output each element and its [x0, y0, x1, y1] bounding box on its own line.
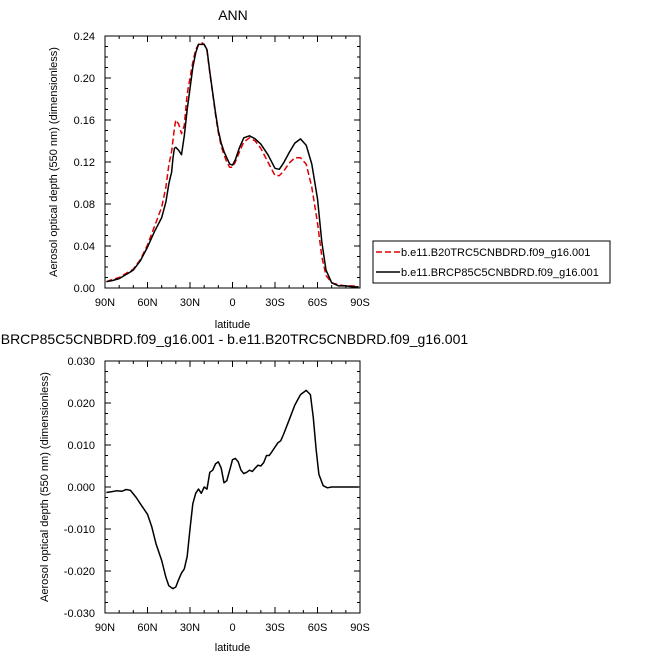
bottom-series-line-1 [106, 389, 359, 590]
bottom-x-tick-label: 90N [95, 622, 115, 634]
top-plot-frame [104, 35, 361, 289]
bottom-plot-frame [104, 360, 361, 614]
top-y-tick-label: 0.24 [74, 31, 95, 43]
bottom-y-tick-label: 0.020 [67, 398, 95, 410]
bottom-x-tick-label: 60S [308, 622, 328, 634]
top-y-tick-label: 0.08 [74, 199, 95, 211]
bottom-y-tick-label: -0.030 [64, 608, 95, 620]
top-y-tick-label: 0.04 [74, 241, 95, 253]
bottom-x-tick-label: 90S [350, 622, 370, 634]
top-series-line-2 [106, 43, 359, 288]
top-x-tick-label: 60S [308, 297, 328, 309]
top-x-tick-label: 90S [350, 297, 370, 309]
bottom-chart-title: .BRCP85C5CNBDRD.f09_g16.001 - b.e11.B20T… [0, 331, 468, 347]
top-y-tick-label: 0.00 [74, 283, 95, 295]
bottom-y-tick-label: -0.020 [64, 566, 95, 578]
bottom-x-tick-label: 0 [229, 622, 235, 634]
bottom-y-axis-label: Aerosol optical depth (550 nm) (dimensio… [39, 372, 51, 602]
top-y-tick-label: 0.20 [74, 73, 95, 85]
legend-label-series-1: b.e11.B20TRC5CNBDRD.f09_g16.001 [401, 247, 590, 259]
top-x-tick-label: 30S [265, 297, 285, 309]
top-x-tick-label: 30N [180, 297, 200, 309]
top-x-axis-label: latitude [215, 319, 250, 331]
top-x-tick-label: 0 [229, 297, 235, 309]
legend-box [372, 240, 611, 284]
bottom-x-tick-label: 60N [137, 622, 157, 634]
top-y-tick-label: 0.16 [74, 115, 95, 127]
bottom-y-tick-label: 0.000 [67, 482, 95, 494]
top-y-tick-label: 0.12 [74, 157, 95, 169]
bottom-y-tick-label: 0.030 [67, 356, 95, 368]
bottom-y-tick-label: -0.010 [64, 524, 95, 536]
legend-label-series-2: b.e11.BRCP85C5CNBDRD.f09_g16.001 [401, 267, 599, 279]
bottom-y-tick-label: 0.010 [67, 440, 95, 452]
bottom-x-tick-label: 30N [180, 622, 200, 634]
bottom-x-axis-label: latitude [215, 642, 250, 654]
bottom-x-tick-label: 30S [265, 622, 285, 634]
top-x-tick-label: 90N [95, 297, 115, 309]
legend: b.e11.B20TRC5CNBDRD.f09_g16.001 b.e11.BR… [372, 240, 611, 284]
top-chart-title: ANN [218, 7, 248, 23]
top-x-tick-label: 60N [137, 297, 157, 309]
top-y-axis-label: Aerosol optical depth (550 nm) (dimensio… [48, 47, 60, 277]
